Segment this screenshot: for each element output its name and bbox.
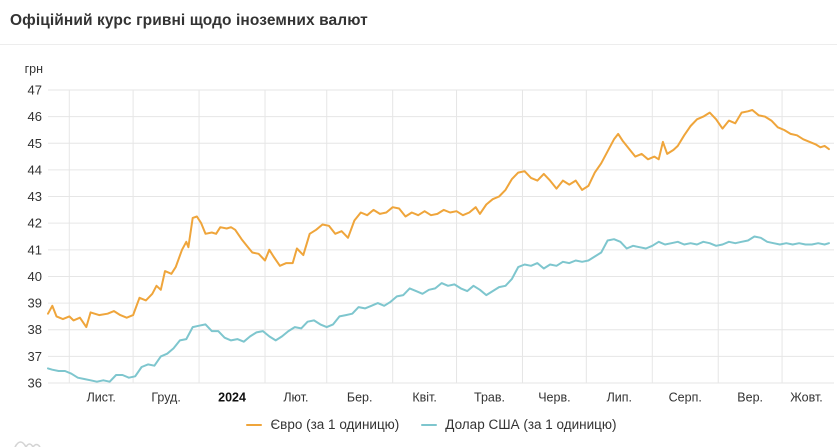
- legend-item-euro[interactable]: Євро (за 1 одиницю): [246, 417, 399, 432]
- x-tick-label: Бер.: [347, 391, 373, 405]
- y-tick-label: 47: [28, 83, 42, 98]
- usd-rate-line[interactable]: [47, 235, 830, 383]
- page-title: Офіційний курс гривні щодо іноземних вал…: [10, 12, 368, 29]
- euro-rate-line[interactable]: [47, 109, 830, 329]
- legend-label-usd: Долар США (за 1 одиницю): [445, 417, 617, 432]
- x-tick-label: Жовт.: [790, 391, 823, 405]
- y-tick-label: 38: [28, 322, 42, 337]
- watermark-curves-icon: [14, 441, 41, 447]
- usd-line-swatch-icon: [421, 423, 438, 426]
- x-tick-label: 2024: [218, 391, 246, 405]
- y-tick-label: 39: [28, 296, 42, 311]
- y-tick-label: 37: [28, 349, 42, 364]
- legend-item-usd[interactable]: Долар США (за 1 одиницю): [421, 417, 617, 432]
- x-tick-label: Груд.: [151, 391, 180, 405]
- chart-legend: Євро (за 1 одиницю) Долар США (за 1 один…: [0, 417, 837, 432]
- y-axis-title: грн: [25, 62, 44, 76]
- y-tick-label: 44: [28, 162, 42, 177]
- x-tick-label: Квіт.: [412, 391, 437, 405]
- euro-line-swatch-icon: [246, 423, 263, 426]
- y-tick-label: 43: [28, 189, 42, 204]
- legend-label-euro: Євро (за 1 одиницю): [270, 417, 400, 432]
- x-tick-label: Лип.: [607, 391, 632, 405]
- y-tick-label: 45: [28, 136, 42, 151]
- widget-header: Офіційний курс гривні щодо іноземних вал…: [0, 0, 837, 45]
- x-tick-label: Трав.: [474, 391, 505, 405]
- y-tick-label: 40: [28, 269, 42, 284]
- x-tick-label: Серп.: [669, 391, 702, 405]
- y-tick-label: 41: [28, 242, 42, 257]
- x-tick-label: Лист.: [87, 391, 116, 405]
- x-tick-label: Вер.: [737, 391, 763, 405]
- y-tick-label: 36: [28, 376, 42, 391]
- y-tick-label: 42: [28, 216, 42, 231]
- x-tick-label: Лют.: [283, 391, 308, 405]
- x-tick-label: Черв.: [538, 391, 570, 405]
- y-tick-label: 46: [28, 109, 42, 124]
